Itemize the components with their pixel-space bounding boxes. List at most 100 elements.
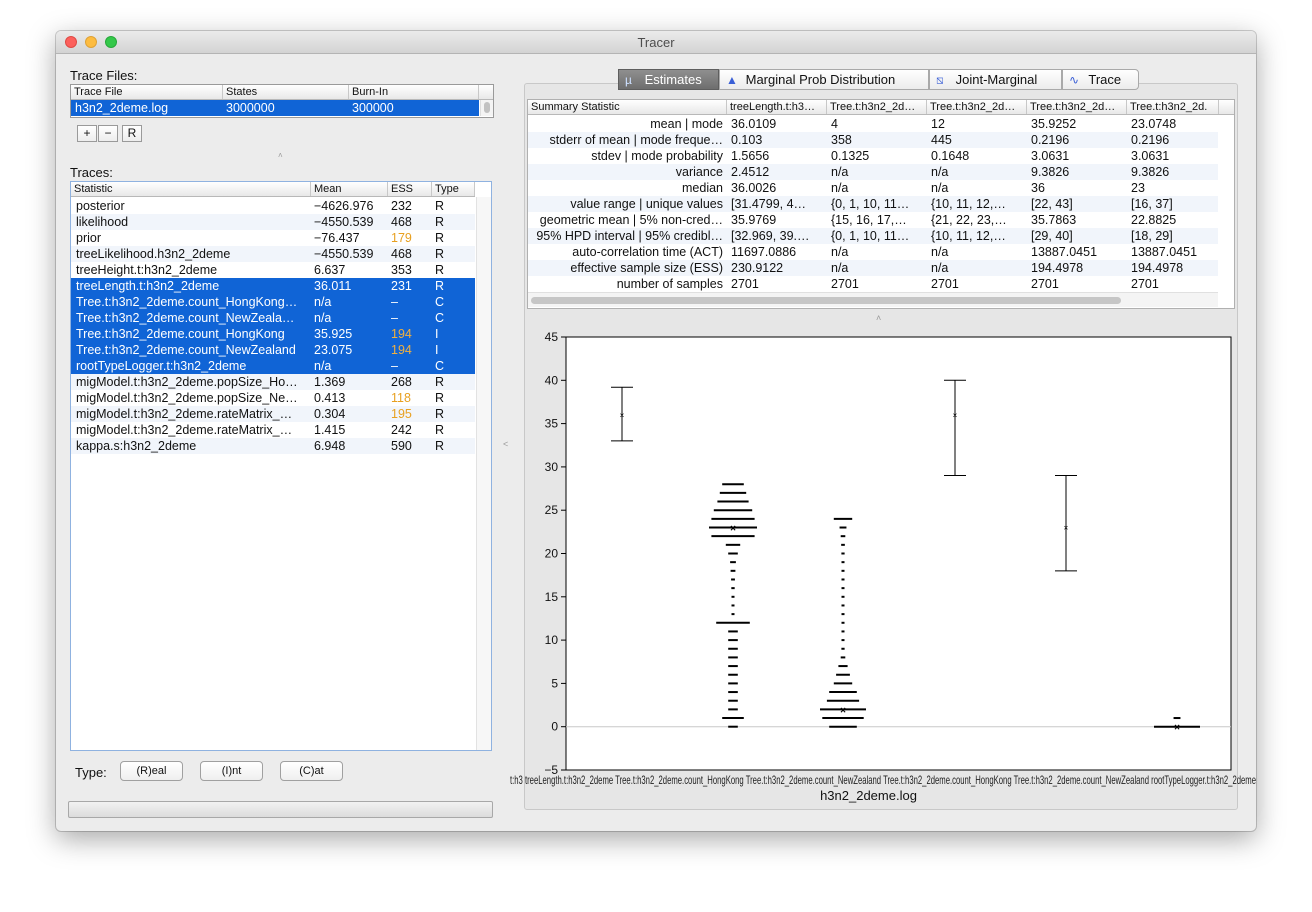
summary-stat-name: effective sample size (ESS)	[570, 261, 723, 275]
summary-value: 35.9769	[731, 213, 777, 227]
y-tick-label: 35	[545, 417, 559, 431]
col-statistic[interactable]: Statistic	[71, 182, 311, 196]
interval-mean-marker: ×	[620, 411, 625, 420]
summary-row: mean | mode 36.0109 4 12 35.9252 23.0748	[528, 116, 1218, 132]
reload-trace-file-button[interactable]: R	[122, 125, 142, 142]
summary-table: Summary Statistic treeLength.t:h3… Tree.…	[527, 99, 1235, 309]
split-handle-2-icon[interactable]: ˄	[876, 313, 882, 323]
add-trace-file-button[interactable]: +	[77, 125, 97, 142]
trace-file-burnin[interactable]: 300000	[352, 101, 394, 115]
summary-value: n/a	[931, 165, 949, 179]
col-trace-file[interactable]: Trace File	[71, 85, 223, 99]
category-mean-marker: ×	[730, 524, 736, 535]
chart-svg: −5 0 5 10 15 20 25 30 35 40 45 × × × × × × t:h3 treeLengt…	[510, 330, 1256, 803]
trace-row[interactable]: Tree.t:h3n2_2deme.count_NewZeala… n/a – C	[71, 310, 475, 326]
trace-row[interactable]: migModel.t:h3n2_2deme.rateMatrix_… 0.304 1…	[71, 406, 475, 422]
trace-type: R	[435, 263, 445, 277]
tab-trace[interactable]: ∿ Trace	[1062, 69, 1139, 90]
type-int-button[interactable]: (I)nt	[200, 761, 263, 781]
type-real-button[interactable]: (R)eal	[120, 761, 183, 781]
trace-statistic: kappa.s:h3n2_2deme	[76, 439, 197, 453]
summary-value: 445	[931, 133, 952, 147]
interval-mean-marker: ×	[953, 411, 958, 420]
y-tick-label: 20	[545, 547, 559, 561]
col-type[interactable]: Type	[432, 182, 475, 196]
summary-scrollbar[interactable]	[528, 292, 1218, 307]
trace-type: R	[435, 247, 445, 261]
summary-stat-name: number of samples	[616, 277, 723, 291]
trace-row[interactable]: Tree.t:h3n2_2deme.count_HongKong… n/a – C	[71, 294, 475, 310]
type-cat-button[interactable]: (C)at	[280, 761, 343, 781]
summary-row: stderr of mean | mode freque… 0.103 358 445…	[528, 132, 1218, 148]
summary-value: n/a	[931, 261, 949, 275]
col-ess[interactable]: ESS	[388, 182, 432, 196]
summary-value: 0.1648	[931, 149, 970, 163]
trace-row[interactable]: Tree.t:h3n2_2deme.count_HongKong 35.925 19…	[71, 326, 475, 342]
trace-row[interactable]: prior −76.437 179 R	[71, 230, 475, 246]
trace-row[interactable]: rootTypeLogger.t:h3n2_2deme n/a – C	[71, 358, 475, 374]
summary-row: value range | unique values [31.4799, 4… {…	[528, 196, 1218, 212]
split-arrow-icon[interactable]: ˂	[503, 439, 509, 449]
trace-row[interactable]: migModel.t:h3n2_2deme.popSize_Ho… 1.369 26…	[71, 374, 475, 390]
x-axis-label: h3n2_2deme.log	[820, 788, 917, 803]
summary-value: {21, 22, 23,…	[931, 213, 1007, 227]
remove-trace-file-button[interactable]: −	[98, 125, 118, 142]
summary-value: 35.9252	[1031, 117, 1077, 131]
trace-files-table: Trace File States Burn-In h3n2_2deme.log…	[70, 84, 494, 118]
trace-statistic: migModel.t:h3n2_2deme.rateMatrix_…	[76, 407, 293, 421]
trace-row[interactable]: treeHeight.t:h3n2_2deme 6.637 353 R	[71, 262, 475, 278]
col-summary-statistic[interactable]: Summary Statistic	[528, 100, 727, 114]
y-tick-label: 25	[545, 503, 559, 517]
col-burn-in[interactable]: Burn-In	[349, 85, 479, 99]
trace-file-row[interactable]: h3n2_2deme.log 3000000 300000	[71, 100, 479, 116]
trace-ess: 194	[391, 327, 412, 341]
col-states[interactable]: States	[223, 85, 349, 99]
density-icon: ▲	[726, 73, 738, 87]
trace-type: R	[435, 215, 445, 229]
split-handle-icon[interactable]: ˄	[278, 151, 283, 160]
zoom-window-button[interactable]	[105, 36, 117, 48]
trace-type: R	[435, 199, 445, 213]
summary-stat-name: 95% HPD interval | 95% credibl…	[536, 229, 723, 243]
trace-ess: –	[391, 359, 398, 373]
trace-mean: 36.011	[314, 279, 352, 293]
y-tick-label: 0	[551, 720, 558, 734]
summary-value: 2701	[931, 277, 959, 291]
trace-type: R	[435, 231, 445, 245]
traces-scrollbar[interactable]	[476, 197, 491, 750]
trace-ess: 242	[391, 423, 412, 437]
summary-value: 0.2196	[1131, 133, 1170, 147]
trace-type: R	[435, 279, 445, 293]
summary-value: 194.4978	[1131, 261, 1184, 275]
close-window-button[interactable]	[65, 36, 77, 48]
trace-row[interactable]: kappa.s:h3n2_2deme 6.948 590 R	[71, 438, 475, 454]
col-summary-1[interactable]: treeLength.t:h3…	[727, 100, 827, 114]
summary-value: 36	[1031, 181, 1045, 195]
trace-statistic: migModel.t:h3n2_2deme.popSize_Ho…	[76, 375, 298, 389]
col-mean[interactable]: Mean	[311, 182, 388, 196]
col-summary-4[interactable]: Tree.t:h3n2_2d…	[1027, 100, 1127, 114]
trace-row[interactable]: migModel.t:h3n2_2deme.popSize_Ne… 0.413 11…	[71, 390, 475, 406]
minimize-window-button[interactable]	[85, 36, 97, 48]
trace-ess: 232	[391, 199, 412, 213]
trace-mean: −4626.976	[314, 199, 374, 213]
trace-row[interactable]: treeLikelihood.h3n2_2deme −4550.539 468 R	[71, 246, 475, 262]
tab-marginal-prob-distribution[interactable]: ▲ Marginal Prob Distribution	[719, 69, 929, 90]
trace-row[interactable]: posterior −4626.976 232 R	[71, 198, 475, 214]
trace-row[interactable]: likelihood −4550.539 468 R	[71, 214, 475, 230]
trace-ess: 268	[391, 375, 412, 389]
trace-row[interactable]: treeLength.t:h3n2_2deme 36.011 231 R	[71, 278, 475, 294]
window-title: Tracer	[637, 35, 675, 50]
col-summary-2[interactable]: Tree.t:h3n2_2d…	[827, 100, 927, 114]
col-summary-5[interactable]: Tree.t:h3n2_2d.	[1127, 100, 1219, 114]
summary-stat-name: value range | unique values	[570, 197, 723, 211]
tab-estimates[interactable]: µ Estimates	[618, 69, 719, 90]
trace-files-scrollbar[interactable]	[480, 100, 493, 116]
trace-row[interactable]: migModel.t:h3n2_2deme.rateMatrix_… 1.415 2…	[71, 422, 475, 438]
tab-joint-marginal[interactable]: ⧅ Joint-Marginal	[929, 69, 1062, 90]
trace-row[interactable]: Tree.t:h3n2_2deme.count_NewZealand 23.075…	[71, 342, 475, 358]
trace-type: R	[435, 391, 445, 405]
trace-statistic: treeHeight.t:h3n2_2deme	[76, 263, 218, 277]
trace-ess: 353	[391, 263, 412, 277]
col-summary-3[interactable]: Tree.t:h3n2_2d…	[927, 100, 1027, 114]
